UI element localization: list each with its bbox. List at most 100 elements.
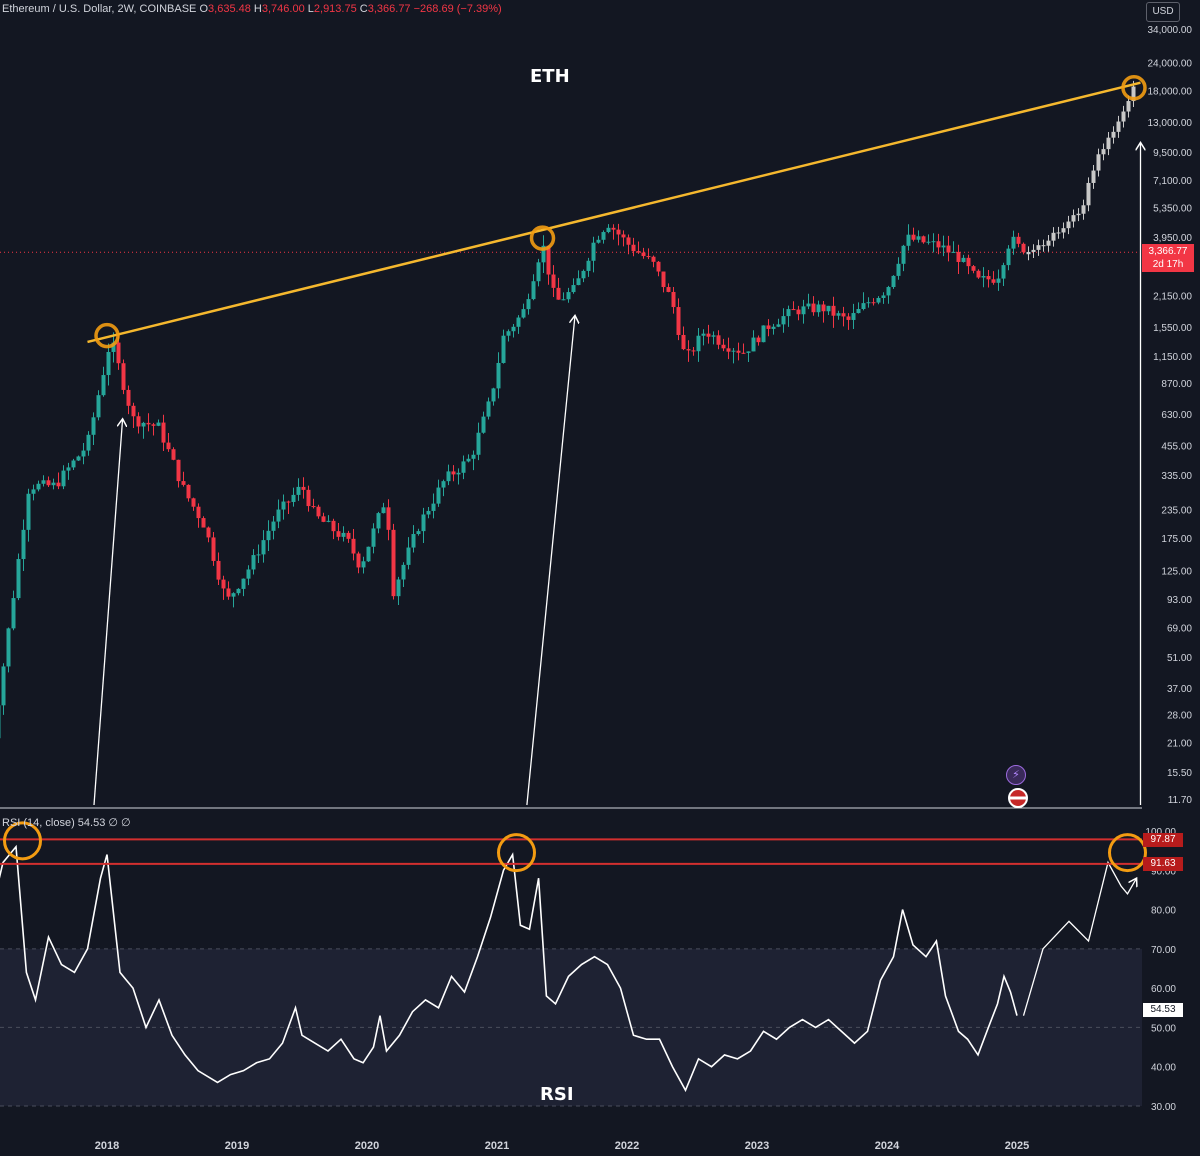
candle-body bbox=[946, 245, 951, 253]
candle-body bbox=[791, 309, 796, 311]
candle-body bbox=[551, 274, 556, 288]
x-tick-label: 2020 bbox=[355, 1140, 379, 1152]
rsi-lower-tag: 91.63 bbox=[1143, 857, 1183, 871]
projection-candle bbox=[1076, 213, 1081, 216]
candle-body bbox=[986, 276, 991, 280]
candle-body bbox=[326, 520, 331, 522]
candle-body bbox=[831, 305, 836, 316]
projection-candle bbox=[1096, 154, 1101, 171]
us-flag-icon[interactable] bbox=[1008, 788, 1028, 808]
candle-body bbox=[651, 256, 656, 262]
candle-body bbox=[246, 569, 251, 579]
candle-body bbox=[731, 350, 736, 352]
rsi-header[interactable]: RSI (14, close) 54.53 ∅ ∅ bbox=[2, 817, 131, 829]
rsi-tick-label: 50.00 bbox=[1151, 1023, 1176, 1034]
candle-body bbox=[796, 309, 801, 315]
candle-body bbox=[881, 295, 886, 298]
candle-body bbox=[111, 342, 116, 352]
candle-body bbox=[756, 337, 761, 343]
candle-body bbox=[1021, 243, 1026, 253]
candle-body bbox=[426, 510, 431, 515]
candle-body bbox=[966, 257, 971, 267]
candle-body bbox=[396, 579, 401, 597]
candle-body bbox=[696, 335, 701, 352]
candle-body bbox=[11, 598, 16, 629]
candle-body bbox=[31, 489, 36, 494]
candle-body bbox=[681, 334, 686, 350]
x-tick-label: 2021 bbox=[485, 1140, 509, 1152]
currency-button[interactable]: USD bbox=[1146, 2, 1180, 22]
candle-body bbox=[606, 227, 611, 233]
candle-body bbox=[406, 547, 411, 565]
candle-body bbox=[91, 417, 96, 435]
candle-body bbox=[841, 313, 846, 317]
candle-body bbox=[781, 316, 786, 325]
candle-body bbox=[201, 518, 206, 528]
projection-candle bbox=[1056, 232, 1061, 234]
candle-body bbox=[976, 270, 981, 278]
candle-body bbox=[1, 666, 6, 706]
candle-body bbox=[271, 521, 276, 531]
candle-body bbox=[866, 302, 871, 304]
candle-body bbox=[41, 480, 46, 484]
candle-body bbox=[686, 349, 691, 351]
candle-body bbox=[941, 245, 946, 248]
rsi-band bbox=[0, 948, 1142, 1107]
candle-body bbox=[1016, 236, 1021, 244]
candle-body bbox=[981, 276, 986, 278]
candle-body bbox=[71, 460, 76, 468]
symbol-header[interactable]: Ethereum / U.S. Dollar, 2W, COINBASE O3,… bbox=[2, 3, 502, 15]
candle-body bbox=[516, 317, 521, 327]
price-candles bbox=[0, 80, 1136, 739]
projection-candle bbox=[1046, 240, 1051, 246]
projection-candle bbox=[1071, 215, 1076, 222]
price-tick-label: 175.00 bbox=[1161, 534, 1192, 545]
change-value: −268.69 (−7.39%) bbox=[413, 3, 502, 15]
candle-body bbox=[286, 501, 291, 503]
price-tick-label: 24,000.00 bbox=[1148, 59, 1193, 70]
candle-body bbox=[466, 458, 471, 462]
projection-candle bbox=[1101, 149, 1106, 155]
x-tick-label: 2024 bbox=[875, 1140, 900, 1152]
price-tick-label: 28.00 bbox=[1167, 711, 1192, 722]
candle-body bbox=[361, 561, 366, 568]
candle-body bbox=[66, 467, 71, 471]
candle-body bbox=[656, 261, 661, 272]
candle-body bbox=[646, 256, 651, 258]
candle-body bbox=[776, 324, 781, 327]
candle-body bbox=[106, 351, 111, 376]
candle-body bbox=[151, 424, 156, 426]
candle-body bbox=[821, 304, 826, 312]
rsi-series bbox=[0, 844, 1018, 1093]
candle-body bbox=[601, 232, 606, 240]
candle-body bbox=[491, 388, 496, 402]
candle-body bbox=[366, 546, 371, 562]
candle-body bbox=[626, 237, 631, 245]
candle-body bbox=[661, 271, 666, 288]
candle-body bbox=[61, 470, 66, 487]
price-tick-label: 69.00 bbox=[1167, 624, 1192, 635]
candle-body bbox=[381, 507, 386, 514]
candle-body bbox=[0, 705, 1, 739]
candle-body bbox=[581, 270, 586, 279]
lightning-icon[interactable]: ⚡ bbox=[1006, 765, 1026, 785]
rsi-tick-label: 90.00 bbox=[1151, 866, 1176, 877]
candle-body bbox=[726, 348, 731, 352]
candle-body bbox=[376, 513, 381, 529]
candle-body bbox=[176, 459, 181, 482]
peak-circle bbox=[529, 225, 556, 251]
candle-body bbox=[921, 236, 926, 243]
candle-body bbox=[836, 313, 841, 316]
price-tag: 3,366.77 2d 17h bbox=[1142, 244, 1194, 272]
trendline bbox=[87, 81, 1141, 344]
close-value: 3,366.77 bbox=[367, 3, 411, 15]
candle-body bbox=[691, 350, 696, 352]
price-tick-label: 235.00 bbox=[1161, 505, 1192, 516]
candle-body bbox=[16, 559, 21, 599]
low-label: L bbox=[307, 3, 314, 15]
projection-candle bbox=[1041, 245, 1046, 247]
price-tick-label: 5,350.00 bbox=[1153, 204, 1192, 215]
projection-candle bbox=[1026, 251, 1031, 255]
price-tick-label: 335.00 bbox=[1161, 471, 1192, 482]
